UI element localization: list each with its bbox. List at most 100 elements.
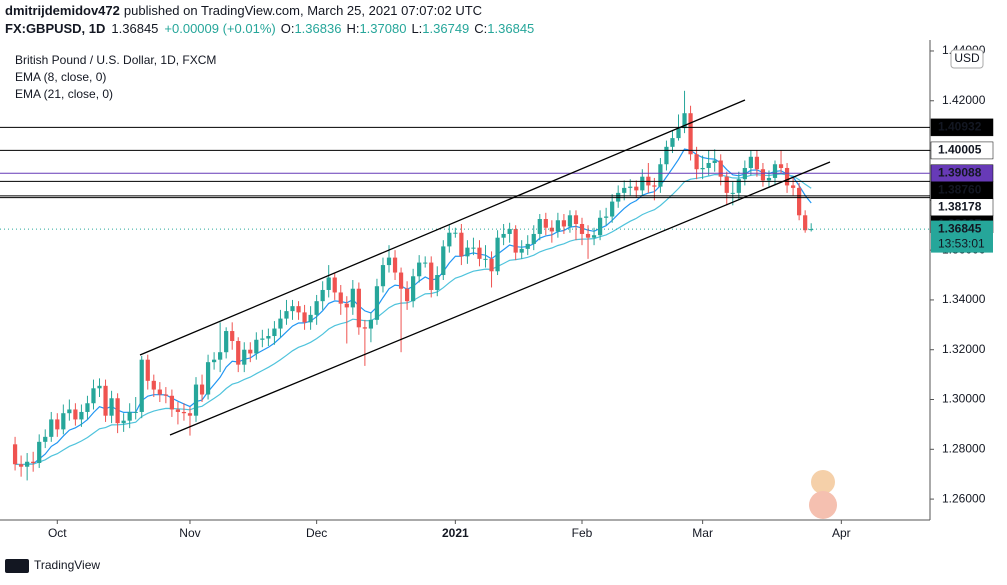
plot bbox=[0, 90, 930, 481]
candle-body bbox=[495, 237, 500, 272]
y-tick-label: 1.28000 bbox=[942, 441, 986, 455]
channel bbox=[139, 99, 831, 436]
candle-body bbox=[483, 258, 488, 260]
author: dmitrijdemidov472 bbox=[5, 3, 120, 18]
y-tick-label: 1.30000 bbox=[942, 392, 986, 406]
candle-body bbox=[465, 247, 470, 257]
candle-body bbox=[157, 389, 162, 395]
candle-body bbox=[175, 409, 181, 412]
candle-body bbox=[760, 169, 766, 181]
candle-body bbox=[489, 258, 494, 272]
candle-body bbox=[362, 327, 367, 329]
candle-body bbox=[610, 201, 615, 217]
legend-title: British Pound / U.S. Dollar, 1D, FXCM bbox=[15, 53, 216, 67]
candle-body bbox=[778, 164, 784, 168]
candle-body bbox=[278, 318, 283, 329]
publish-line: dmitrijdemidov472 published on TradingVie… bbox=[5, 3, 482, 18]
candle-body bbox=[706, 163, 711, 168]
candle-body bbox=[127, 411, 132, 421]
ohlc-value: 1.36749 bbox=[422, 21, 469, 36]
level-label: 1.40005 bbox=[938, 143, 982, 157]
candle-body bbox=[320, 289, 325, 302]
x-tick-label: 2021 bbox=[442, 526, 469, 540]
candle-body bbox=[513, 228, 518, 253]
candle-body bbox=[622, 187, 627, 193]
candle-body bbox=[634, 186, 639, 191]
candle-body bbox=[543, 219, 548, 228]
candle-body bbox=[115, 398, 120, 424]
candle-body bbox=[429, 262, 434, 290]
candle-body bbox=[103, 385, 108, 416]
candle-body bbox=[43, 436, 48, 442]
candle-body bbox=[272, 328, 277, 337]
level-label: 1.39088 bbox=[938, 165, 982, 179]
candle-body bbox=[730, 192, 735, 194]
candle-body bbox=[404, 288, 410, 302]
ohlc-key: L: bbox=[411, 21, 422, 36]
x-tick-label: Feb bbox=[572, 526, 593, 540]
candle-body bbox=[18, 464, 24, 467]
candle-body bbox=[411, 276, 416, 302]
candle-body bbox=[193, 384, 199, 416]
candle-body bbox=[12, 444, 18, 465]
channel-lower bbox=[169, 161, 831, 436]
candle-body bbox=[392, 257, 398, 273]
candle-body bbox=[85, 403, 90, 412]
candle-body bbox=[664, 146, 669, 165]
y-tick-label: 1.34000 bbox=[942, 292, 986, 306]
candle-body bbox=[380, 265, 386, 287]
last-price-box bbox=[931, 220, 993, 253]
candle-body bbox=[658, 164, 663, 187]
ohlc-value: 1.37080 bbox=[359, 21, 406, 36]
ohlc-key: C: bbox=[474, 21, 487, 36]
y-tick-label: 1.26000 bbox=[942, 491, 986, 505]
candle-body bbox=[459, 232, 464, 257]
published: published on TradingView.com, March 25, … bbox=[124, 3, 482, 18]
candle-body bbox=[507, 228, 512, 234]
candle-body bbox=[790, 185, 796, 188]
candle-body bbox=[700, 167, 705, 170]
candle-body bbox=[398, 272, 404, 289]
candle-body bbox=[151, 380, 156, 390]
candle-body bbox=[224, 331, 229, 353]
candle-body bbox=[133, 411, 138, 413]
legend-indicator: EMA (21, close, 0) bbox=[15, 87, 113, 101]
candle-body bbox=[218, 352, 223, 360]
legend-indicator: EMA (8, close, 0) bbox=[15, 70, 106, 84]
flag-icon bbox=[811, 470, 835, 494]
candle-body bbox=[266, 336, 271, 339]
candle-body bbox=[501, 233, 506, 238]
candle-body bbox=[338, 292, 343, 304]
candle-body bbox=[97, 385, 102, 389]
candle-body bbox=[230, 331, 235, 342]
tv-logo bbox=[5, 559, 29, 573]
candle-body bbox=[628, 186, 633, 188]
candle-body bbox=[435, 275, 440, 290]
candle-body bbox=[236, 341, 241, 365]
candle-body bbox=[772, 164, 778, 178]
candle-body bbox=[718, 160, 723, 177]
footer-brand: TradingView bbox=[34, 558, 100, 572]
candle-body bbox=[423, 262, 428, 264]
candle-body bbox=[121, 420, 126, 424]
candle-body bbox=[260, 338, 265, 340]
candle-body bbox=[242, 349, 247, 365]
x-tick-label: Apr bbox=[832, 526, 851, 540]
x-tick-label: Mar bbox=[692, 526, 713, 540]
change: +0.00009 (+0.01%) bbox=[164, 21, 275, 36]
channel-upper bbox=[139, 99, 746, 356]
candle-body bbox=[139, 359, 144, 412]
candle-body bbox=[386, 257, 392, 266]
candle-body bbox=[332, 277, 337, 293]
candle-body bbox=[314, 301, 319, 315]
candle-body bbox=[169, 395, 174, 410]
price: 1.36845 bbox=[111, 21, 158, 36]
candle-body bbox=[549, 227, 554, 232]
quote-line: FX:GBPUSD, 1D 1.36845 +0.00009 (+0.01%) O:1… bbox=[5, 21, 534, 36]
candle-body bbox=[248, 349, 253, 354]
level-label: 1.38760 bbox=[938, 182, 982, 196]
ema-line bbox=[15, 173, 812, 466]
candle-body bbox=[531, 233, 536, 244]
candle-body bbox=[567, 215, 573, 227]
